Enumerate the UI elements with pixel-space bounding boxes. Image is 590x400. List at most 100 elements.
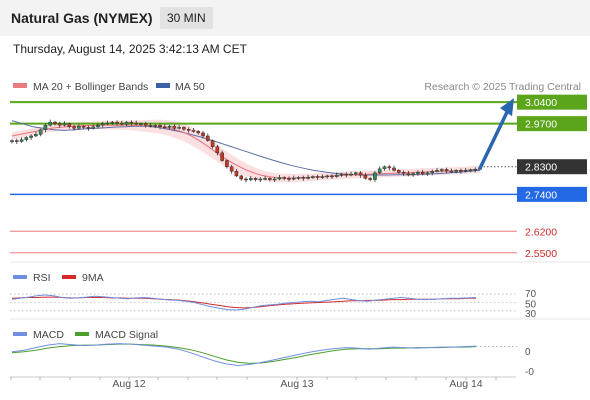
candle-body bbox=[282, 177, 287, 179]
price-panel: 3.0400 2.9700 2.8300 2.7400 2.6200 2.5500 bbox=[10, 94, 587, 260]
candle-body bbox=[100, 123, 105, 126]
candle-body bbox=[48, 121, 53, 126]
legend-macd-signal-swatch bbox=[75, 332, 89, 336]
legend-macd-swatch bbox=[13, 332, 27, 336]
level-tag-2.8300 bbox=[517, 159, 587, 175]
candle-body bbox=[186, 128, 191, 131]
candle-body bbox=[277, 177, 282, 180]
candle-body bbox=[291, 177, 296, 180]
level-label-2.9700: 2.9700 bbox=[525, 119, 557, 131]
candle-body bbox=[10, 140, 14, 143]
candle-body bbox=[416, 172, 420, 174]
candle-body bbox=[220, 152, 224, 161]
rsi-line bbox=[11, 294, 477, 311]
forecast-arrow-shaft bbox=[478, 110, 509, 170]
level-label-2.7400: 2.7400 bbox=[525, 189, 557, 201]
candle-body bbox=[57, 123, 62, 126]
candle-body bbox=[454, 170, 458, 172]
candle-body bbox=[382, 166, 387, 170]
candle-body bbox=[301, 177, 306, 179]
candle-body bbox=[473, 168, 478, 171]
candle-body bbox=[134, 122, 138, 125]
legend-credit: Research © 2025 Trading Central bbox=[424, 81, 581, 93]
candle-body bbox=[420, 172, 425, 175]
candle-body bbox=[325, 175, 329, 178]
candle-body bbox=[368, 178, 372, 180]
candle-body bbox=[248, 178, 253, 181]
candle-body bbox=[148, 125, 153, 127]
candle-body bbox=[105, 122, 110, 125]
candle-body bbox=[196, 131, 201, 134]
candle-body bbox=[339, 173, 344, 176]
datetime-label: Thursday, August 14, 2025 3:42:13 AM CET bbox=[13, 42, 247, 56]
candle-body bbox=[139, 123, 143, 125]
legend-rsi-ma-swatch bbox=[62, 275, 76, 279]
candle-body bbox=[392, 167, 396, 171]
candle-body bbox=[38, 129, 43, 135]
x-tick-label: Aug 14 bbox=[449, 378, 482, 390]
candle-body bbox=[19, 139, 24, 142]
candle-body bbox=[62, 123, 67, 126]
candle-body bbox=[201, 132, 205, 137]
candle-body bbox=[354, 172, 358, 175]
level-tag-3.0400 bbox=[517, 94, 587, 110]
level-label-2.8300: 2.8300 bbox=[525, 162, 557, 174]
candle-body bbox=[311, 176, 315, 178]
candle-body bbox=[425, 172, 430, 175]
rsi-ma-line bbox=[11, 296, 476, 309]
candle-body bbox=[143, 123, 148, 126]
candle-body bbox=[14, 140, 19, 142]
legend-ma50-label: MA 50 bbox=[175, 81, 205, 93]
candle-body bbox=[110, 121, 115, 124]
candle-body bbox=[172, 125, 177, 129]
candle-body bbox=[120, 122, 124, 125]
macd-signal-line bbox=[11, 343, 477, 364]
candle-body bbox=[182, 127, 186, 130]
candle-body bbox=[349, 173, 353, 176]
candle-body bbox=[449, 170, 454, 173]
candle-body bbox=[444, 169, 449, 172]
timeframe-badge[interactable]: 30 MIN bbox=[160, 7, 213, 29]
candle-body bbox=[387, 166, 392, 169]
candle-body bbox=[401, 172, 406, 174]
candle-body bbox=[459, 170, 463, 172]
x-tick-label: Aug 12 bbox=[112, 378, 145, 390]
candle-body bbox=[330, 175, 334, 178]
rsi-tick-50: 50 bbox=[525, 300, 537, 311]
candle-body bbox=[91, 126, 95, 129]
candle-body bbox=[315, 176, 320, 178]
candle-body bbox=[81, 125, 86, 128]
legend-rsi-ma-label: 9MA bbox=[82, 272, 104, 284]
macd-tick-neg0: -0 bbox=[525, 367, 534, 378]
legend-macd-signal-label: MACD Signal bbox=[95, 329, 158, 341]
candle-body bbox=[344, 173, 349, 176]
candle-body bbox=[263, 178, 267, 180]
candle-body bbox=[96, 124, 100, 127]
legend-ma20-swatch bbox=[13, 83, 27, 88]
legend-ma20-label: MA 20 + Bollinger Bands bbox=[33, 81, 148, 93]
candle-body bbox=[158, 125, 162, 127]
level-label-2.6200: 2.6200 bbox=[525, 226, 557, 238]
candle-body bbox=[86, 127, 91, 129]
candle-body bbox=[234, 171, 239, 177]
candle-body bbox=[115, 121, 119, 124]
candle-body bbox=[377, 168, 382, 174]
header-bar: Natural Gas (NYMEX) 30 MIN bbox=[0, 0, 590, 36]
candle-body bbox=[77, 125, 81, 129]
forecast-arrow-head bbox=[500, 98, 514, 117]
candle-body bbox=[72, 126, 76, 129]
candle-body bbox=[306, 176, 310, 179]
candle-body bbox=[334, 174, 339, 177]
candle-body bbox=[358, 172, 363, 176]
macd-line bbox=[11, 343, 477, 367]
candle-body bbox=[129, 121, 134, 124]
candle-body bbox=[258, 178, 263, 181]
candle-body bbox=[191, 130, 196, 132]
candle-body bbox=[272, 178, 277, 181]
x-axis: Aug 12 Aug 13 Aug 14 bbox=[10, 377, 497, 390]
level-tag-2.9700 bbox=[517, 116, 587, 132]
legend-ma50-swatch bbox=[156, 83, 170, 88]
candle-body bbox=[34, 134, 38, 137]
candle-body bbox=[397, 170, 401, 173]
